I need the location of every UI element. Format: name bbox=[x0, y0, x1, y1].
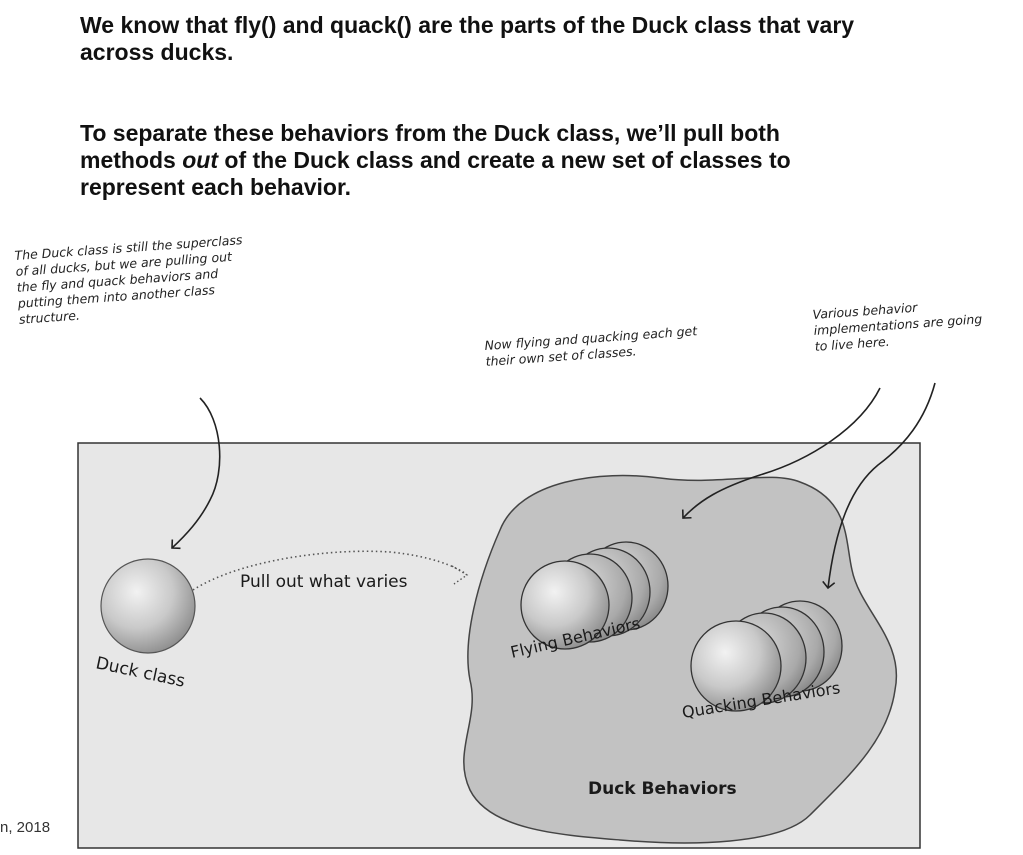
heading-separate-emphasis: out bbox=[182, 147, 218, 173]
quacking-behaviors-stack bbox=[690, 600, 843, 712]
duck-class-ball bbox=[100, 558, 196, 654]
pull-out-label: Pull out what varies bbox=[240, 572, 408, 592]
pull-out-arrow-head bbox=[451, 565, 469, 585]
heading-intro: We know that fly() and quack() are the p… bbox=[80, 12, 855, 65]
heading-separate-pre: To separate these behaviors from the Duc… bbox=[80, 120, 780, 173]
pull-out-arrow bbox=[192, 550, 467, 591]
duck-behaviors-label: Duck Behaviors bbox=[588, 779, 737, 799]
flying-behaviors-stack bbox=[520, 541, 669, 650]
arrow-to-quacking bbox=[822, 382, 936, 590]
footer-citation: n, 2018 bbox=[0, 819, 51, 836]
arrow-to-flying bbox=[681, 387, 881, 519]
heading-separate-post: of the Duck class and create a new set o… bbox=[80, 147, 791, 200]
arrow-to-duck-class bbox=[171, 397, 221, 550]
heading-separate: To separate these behaviors from the Duc… bbox=[80, 120, 880, 201]
